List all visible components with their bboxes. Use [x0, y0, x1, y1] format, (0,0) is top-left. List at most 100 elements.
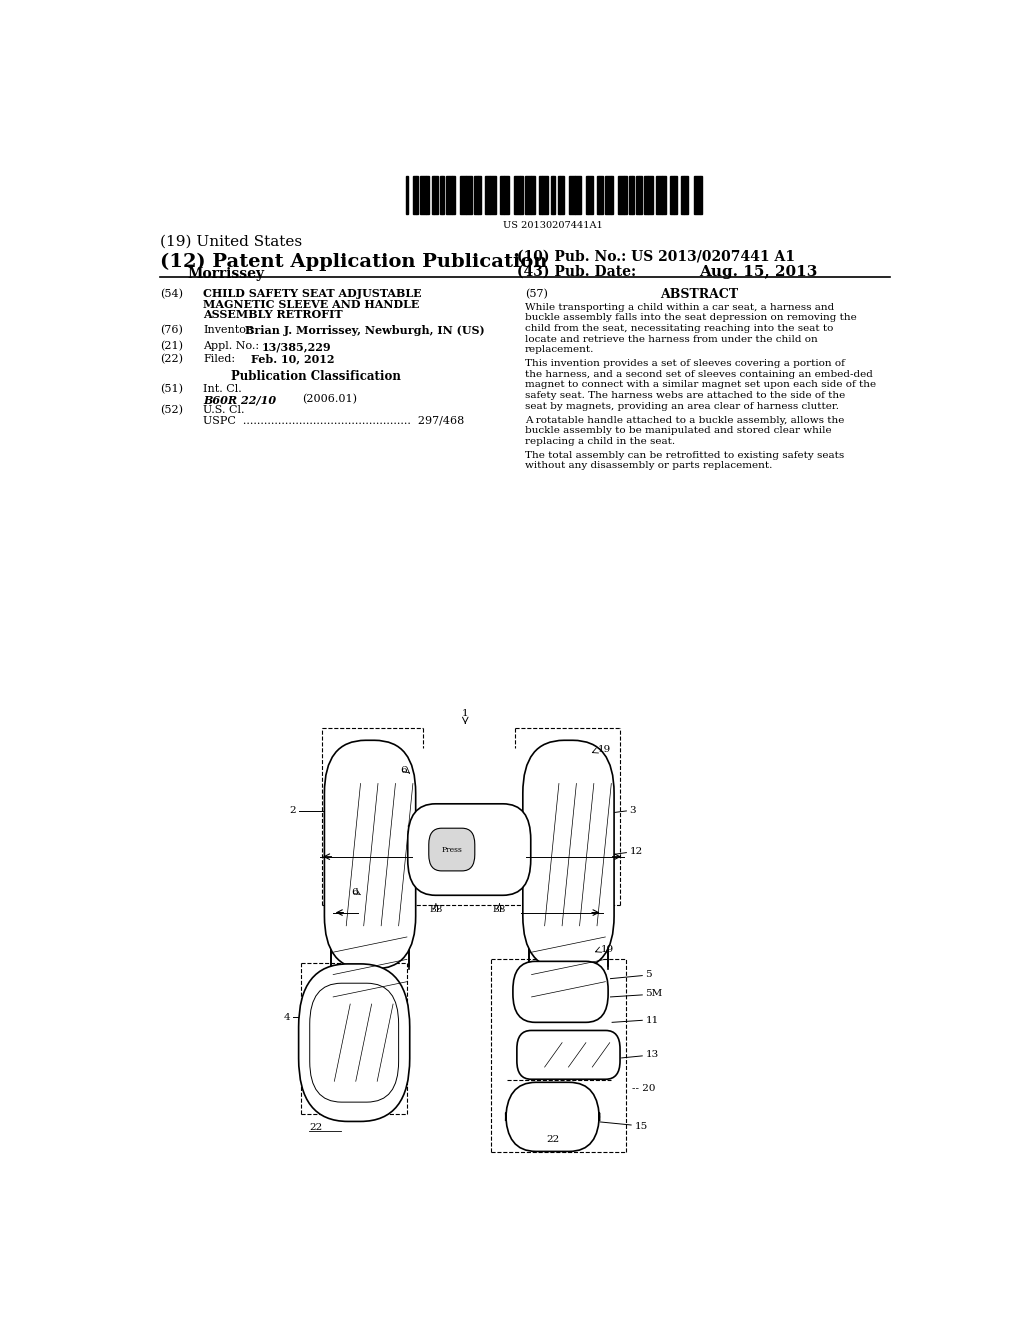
Text: 22: 22	[546, 1135, 559, 1144]
Bar	[426, 176, 429, 214]
FancyBboxPatch shape	[299, 964, 410, 1122]
Text: 6: 6	[351, 888, 358, 896]
Text: 22: 22	[309, 1122, 323, 1131]
Bar	[461, 176, 466, 214]
Text: (22): (22)	[160, 354, 182, 364]
Text: Aug. 15, 2013: Aug. 15, 2013	[699, 265, 818, 279]
Text: Filed:: Filed:	[204, 354, 236, 363]
FancyBboxPatch shape	[506, 1082, 599, 1151]
Bar	[432, 176, 434, 214]
Text: ASSEMBLY RETROFIT: ASSEMBLY RETROFIT	[204, 309, 343, 319]
Text: 19: 19	[598, 746, 611, 755]
Text: magnet to connect with a similar magnet set upon each side of the: magnet to connect with a similar magnet …	[524, 380, 876, 389]
Text: child from the seat, necessitating reaching into the seat to: child from the seat, necessitating reach…	[524, 325, 834, 333]
Text: U.S. Cl.: U.S. Cl.	[204, 405, 245, 416]
Text: (51): (51)	[160, 384, 182, 395]
Text: locate and retrieve the harness from under the child on: locate and retrieve the harness from und…	[524, 335, 817, 343]
Bar	[671, 176, 675, 214]
FancyBboxPatch shape	[517, 1031, 621, 1080]
Bar	[434, 176, 438, 214]
Text: AA: AA	[517, 849, 529, 858]
Text: 5: 5	[645, 970, 652, 979]
Text: 15: 15	[634, 1122, 647, 1130]
Bar	[681, 176, 684, 214]
Text: Inventor:: Inventor:	[204, 325, 255, 335]
Text: Int. Cl.: Int. Cl.	[204, 384, 242, 395]
Bar	[694, 176, 699, 214]
Text: Press: Press	[441, 846, 462, 854]
Bar	[542, 176, 548, 214]
Text: (57): (57)	[524, 289, 548, 298]
Bar	[514, 176, 520, 214]
Text: The total assembly can be retrofitted to existing safety seats: The total assembly can be retrofitted to…	[524, 450, 844, 459]
Text: US 20130207441A1: US 20130207441A1	[503, 222, 602, 231]
Text: (19) United States: (19) United States	[160, 235, 302, 248]
Bar	[624, 176, 627, 214]
Bar	[610, 176, 613, 214]
Bar	[618, 176, 624, 214]
Text: (2006.01): (2006.01)	[303, 395, 357, 404]
Bar	[684, 176, 688, 214]
Text: 11: 11	[645, 1016, 658, 1024]
Text: MAGNETIC SLEEVE AND HANDLE: MAGNETIC SLEEVE AND HANDLE	[204, 298, 420, 310]
Text: USPC  ................................................  297/468: USPC ...................................…	[204, 416, 465, 425]
Text: without any disassembly or parts replacement.: without any disassembly or parts replace…	[524, 461, 772, 470]
Bar	[500, 176, 505, 214]
Bar	[632, 176, 634, 214]
FancyBboxPatch shape	[523, 741, 614, 969]
Text: safety seat. The harness webs are attached to the side of the: safety seat. The harness webs are attach…	[524, 391, 845, 400]
Text: 3: 3	[630, 807, 636, 816]
Text: (76): (76)	[160, 325, 182, 335]
Bar	[629, 176, 632, 214]
Text: -- 20: -- 20	[632, 1084, 655, 1093]
Text: Morrissey: Morrissey	[187, 267, 264, 281]
Text: A rotatable handle attached to a buckle assembly, allows the: A rotatable handle attached to a buckle …	[524, 416, 844, 425]
Text: (52): (52)	[160, 405, 182, 416]
Text: CHILD SAFETY SEAT ADJUSTABLE: CHILD SAFETY SEAT ADJUSTABLE	[204, 289, 422, 300]
Text: (12) Patent Application Publication: (12) Patent Application Publication	[160, 253, 547, 271]
Bar	[675, 176, 677, 214]
Bar	[440, 176, 442, 214]
Text: 25: 25	[407, 825, 420, 834]
Text: buckle assembly falls into the seat depression on removing the: buckle assembly falls into the seat depr…	[524, 313, 856, 322]
Bar	[490, 176, 496, 214]
Bar	[589, 176, 593, 214]
Text: Brian J. Morrissey, Newburgh, IN (US): Brian J. Morrissey, Newburgh, IN (US)	[246, 325, 485, 337]
Text: BB: BB	[493, 906, 506, 913]
Bar	[644, 176, 648, 214]
Text: ABSTRACT: ABSTRACT	[659, 289, 738, 301]
FancyBboxPatch shape	[429, 828, 475, 871]
Text: buckle assembly to be manipulated and stored clear while: buckle assembly to be manipulated and st…	[524, 426, 831, 436]
Text: (43) Pub. Date:: (43) Pub. Date:	[517, 265, 636, 279]
Text: This invention provides a set of sleeves covering a portion of: This invention provides a set of sleeves…	[524, 359, 845, 368]
Text: (10) Pub. No.: US 2013/0207441 A1: (10) Pub. No.: US 2013/0207441 A1	[517, 249, 795, 264]
Text: (21): (21)	[160, 342, 182, 351]
Text: Appl. No.:: Appl. No.:	[204, 342, 259, 351]
Text: 6: 6	[400, 766, 408, 775]
Bar	[605, 176, 610, 214]
Bar	[421, 176, 426, 214]
Bar	[648, 176, 653, 214]
Bar	[560, 176, 564, 214]
Bar	[599, 176, 603, 214]
Bar	[662, 176, 666, 214]
Bar	[478, 176, 480, 214]
FancyBboxPatch shape	[408, 804, 530, 895]
Text: the harness, and a second set of sleeves containing an embed-ded: the harness, and a second set of sleeves…	[524, 370, 872, 379]
Bar	[636, 176, 639, 214]
Bar	[525, 176, 531, 214]
Text: 4: 4	[284, 1012, 291, 1022]
Bar	[531, 176, 536, 214]
Text: 1: 1	[462, 709, 469, 718]
FancyBboxPatch shape	[325, 741, 416, 969]
Text: replacing a child in the seat.: replacing a child in the seat.	[524, 437, 675, 446]
Bar	[551, 176, 553, 214]
Text: B60R 22/10: B60R 22/10	[204, 395, 276, 405]
Bar	[569, 176, 575, 214]
Bar	[505, 176, 509, 214]
Bar	[699, 176, 701, 214]
Bar	[639, 176, 642, 214]
Text: BB: BB	[429, 906, 442, 913]
Text: seat by magnets, providing an area clear of harness clutter.: seat by magnets, providing an area clear…	[524, 401, 839, 411]
Bar	[474, 176, 478, 214]
